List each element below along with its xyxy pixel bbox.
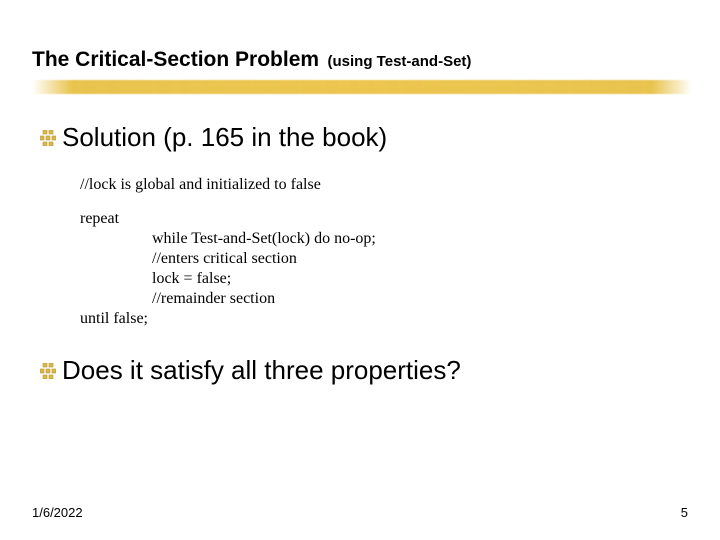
code-comment: //lock is global and initialized to fals… (80, 175, 688, 195)
code-line: //remainder section (80, 289, 688, 309)
bullet-solution: Solution (p. 165 in the book) (40, 122, 688, 153)
bullet-question: Does it satisfy all three properties? (40, 355, 688, 386)
slide-footer: 1/6/2022 5 (32, 505, 688, 520)
code-block: //lock is global and initialized to fals… (80, 175, 688, 329)
code-line: repeat (80, 209, 688, 229)
slide-title-row: The Critical-Section Problem (using Test… (32, 48, 688, 72)
slide-title-main: The Critical-Section Problem (32, 48, 319, 71)
bullet-question-text: Does it satisfy all three properties? (62, 355, 461, 386)
slide-title-sub: (using Test-and-Set) (328, 53, 472, 70)
bullet-solution-text: Solution (p. 165 in the book) (62, 122, 387, 153)
code-line: until false; (80, 309, 688, 329)
code-line: lock = false; (80, 269, 688, 289)
title-underline (32, 80, 692, 94)
footer-page-number: 5 (681, 505, 688, 520)
slide: The Critical-Section Problem (using Test… (0, 0, 720, 540)
footer-date: 1/6/2022 (32, 505, 83, 520)
decorative-bullet-icon (40, 130, 56, 146)
code-line: //enters critical section (80, 249, 688, 269)
decorative-bullet-icon (40, 363, 56, 379)
code-line: while Test-and-Set(lock) do no-op; (80, 229, 688, 249)
